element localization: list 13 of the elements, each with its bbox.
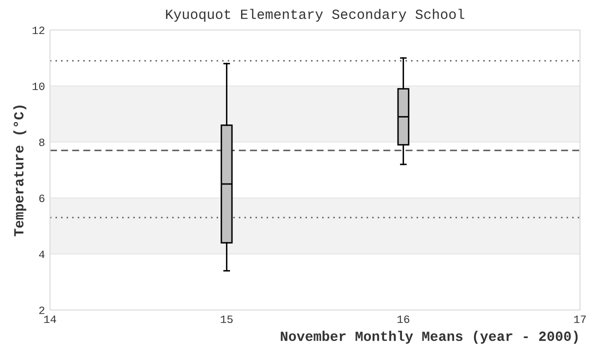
y-tick-label: 8: [39, 138, 44, 146]
x-tick-label: 14: [44, 316, 56, 323]
x-tick-label: 15: [220, 316, 233, 324]
y-tick-label: 2: [39, 306, 44, 314]
y-tick-label: 10: [32, 82, 44, 90]
y-tick-label: 4: [39, 250, 45, 258]
x-tick-label: 16: [397, 315, 410, 324]
y-tick-label: 6: [39, 194, 44, 202]
x-axis-title: November Monthly Means (year - 2000): [280, 330, 578, 344]
x-tick-label: 17: [574, 316, 586, 323]
y-tick-label: 12: [32, 26, 44, 34]
y-axis-title: Temperature (°C): [13, 106, 26, 236]
chart-title: Kyuoquot Elementary Secondary School: [166, 8, 464, 22]
